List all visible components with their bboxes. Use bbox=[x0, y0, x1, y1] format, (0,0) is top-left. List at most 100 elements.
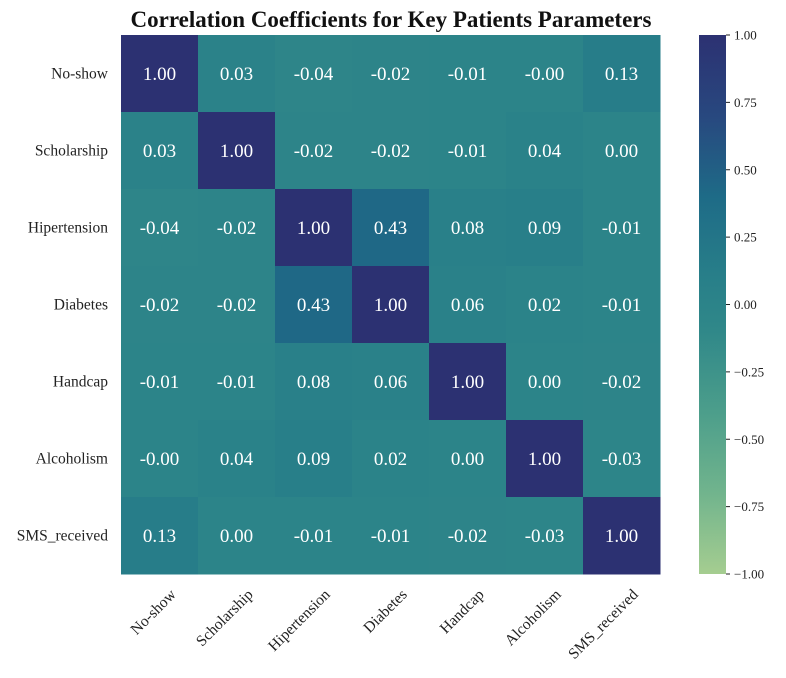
heatmap-cell bbox=[198, 112, 276, 190]
column-tick-label: No-show bbox=[127, 586, 180, 639]
cell-value-label: 0.09 bbox=[297, 449, 330, 470]
cell-value-label: -0.02 bbox=[371, 64, 411, 85]
cell-value-label: 0.04 bbox=[220, 449, 254, 470]
heatmap-cell bbox=[121, 420, 199, 498]
heatmap-cell bbox=[198, 266, 276, 344]
heatmap-cell bbox=[121, 112, 199, 190]
heatmap-cell bbox=[583, 343, 661, 421]
heatmap-cell bbox=[352, 343, 430, 421]
column-tick-label: Hipertension bbox=[265, 586, 334, 655]
cell-value-label: -0.02 bbox=[602, 372, 642, 393]
cell-value-label: 0.00 bbox=[220, 526, 253, 547]
cell-value-label: 0.00 bbox=[528, 372, 561, 393]
heatmap-cell bbox=[121, 35, 199, 113]
heatmap-cell bbox=[275, 112, 353, 190]
cell-value-label: -0.03 bbox=[602, 449, 642, 470]
cell-value-label: 0.08 bbox=[297, 372, 330, 393]
heatmap-cell bbox=[198, 497, 276, 575]
heatmap-cell bbox=[506, 112, 584, 190]
cell-value-label: -0.02 bbox=[294, 141, 334, 162]
colorbar: 1.00 0.75 0.50 0.25 0.00 −0.25 −0.50 −0.75 −1.00 bbox=[699, 28, 764, 582]
column-tick-label: Handcap bbox=[437, 586, 488, 637]
heatmap-cell bbox=[121, 189, 199, 267]
row-tick-label: Diabetes bbox=[54, 297, 108, 314]
heatmap-cell bbox=[352, 497, 430, 575]
heatmap-cell bbox=[506, 266, 584, 344]
heatmap-cell bbox=[352, 266, 430, 344]
row-tick-label: Hipertension bbox=[28, 220, 108, 237]
cell-value-label: -0.01 bbox=[294, 526, 334, 547]
heatmap-cell bbox=[275, 189, 353, 267]
colorbar-tick-label: −0.75 bbox=[734, 499, 764, 514]
cell-value-label: 1.00 bbox=[374, 295, 407, 316]
colorbar-tick-label: 0.50 bbox=[734, 162, 757, 177]
heatmap-cell bbox=[429, 266, 507, 344]
column-tick-label: Scholarship bbox=[193, 586, 257, 650]
cell-value-label: -0.00 bbox=[140, 449, 180, 470]
cell-value-label: -0.02 bbox=[217, 218, 257, 239]
heatmap-cell bbox=[583, 266, 661, 344]
colorbar-tick-label: −1.00 bbox=[734, 567, 764, 582]
cell-value-label: 0.06 bbox=[374, 372, 407, 393]
cell-value-label: 0.02 bbox=[528, 295, 561, 316]
cell-value-label: 1.00 bbox=[220, 141, 253, 162]
heatmap-cell bbox=[352, 189, 430, 267]
row-labels: No-show Scholarship Hipertension Diabetes Ha… bbox=[17, 66, 109, 545]
cell-value-label: 1.00 bbox=[297, 218, 330, 239]
cell-value-label: 0.43 bbox=[297, 295, 330, 316]
cell-value-label: -0.02 bbox=[371, 141, 411, 162]
heatmap-cell bbox=[429, 343, 507, 421]
colorbar-gradient bbox=[699, 35, 726, 574]
heatmap-cell bbox=[429, 189, 507, 267]
heatmap-cell bbox=[506, 420, 584, 498]
heatmap-cell bbox=[198, 189, 276, 267]
heatmap-cell bbox=[429, 497, 507, 575]
heatmap-cell bbox=[198, 343, 276, 421]
heatmap-cell bbox=[429, 112, 507, 190]
column-labels: No-show Scholarship Hipertension Diabetes Ha… bbox=[127, 586, 641, 663]
heatmap-cell bbox=[352, 112, 430, 190]
heatmap-cell bbox=[275, 35, 353, 113]
heatmap-cell bbox=[198, 35, 276, 113]
colorbar-tick-label: −0.50 bbox=[734, 432, 764, 447]
cell-value-label: -0.01 bbox=[602, 218, 642, 239]
cell-value-label: 0.00 bbox=[605, 141, 638, 162]
cell-value-label: 0.00 bbox=[451, 449, 484, 470]
heatmap-cell bbox=[198, 420, 276, 498]
heatmap-cell bbox=[121, 343, 199, 421]
heatmap-cell bbox=[506, 35, 584, 113]
cell-value-label: -0.01 bbox=[448, 64, 488, 85]
column-tick-label: Alcoholism bbox=[502, 586, 565, 649]
cell-value-label: -0.03 bbox=[525, 526, 565, 547]
heatmap-cell bbox=[506, 343, 584, 421]
cell-value-label: 0.03 bbox=[143, 141, 176, 162]
cell-value-label: 0.13 bbox=[143, 526, 176, 547]
cell-annotations: 1.00 0.03 -0.04 -0.02 -0.01 -0.00 0.13 0.03 1.00… bbox=[140, 64, 642, 547]
heatmap-cell bbox=[429, 420, 507, 498]
cell-value-label: 1.00 bbox=[143, 64, 176, 85]
cell-value-label: 0.04 bbox=[528, 141, 562, 162]
colorbar-tick-label: 0.75 bbox=[734, 95, 757, 110]
cell-value-label: -0.04 bbox=[294, 64, 334, 85]
cell-value-label: -0.00 bbox=[525, 64, 565, 85]
heatmap-cell bbox=[352, 420, 430, 498]
column-tick-label: SMS_received bbox=[565, 586, 642, 663]
colorbar-tick-label: −0.25 bbox=[734, 364, 764, 379]
heatmap-cell bbox=[275, 343, 353, 421]
heatmap-cell bbox=[275, 266, 353, 344]
heatmap-cell bbox=[583, 189, 661, 267]
column-tick-label: Diabetes bbox=[360, 586, 410, 636]
heatmap-cell bbox=[275, 420, 353, 498]
heatmap-cell bbox=[583, 420, 661, 498]
cell-value-label: 0.09 bbox=[528, 218, 561, 239]
cell-value-label: 0.13 bbox=[605, 64, 638, 85]
colorbar-tick-label: 0.25 bbox=[734, 230, 757, 245]
cell-value-label: -0.04 bbox=[140, 218, 180, 239]
cell-value-label: -0.02 bbox=[140, 295, 180, 316]
cell-value-label: 0.02 bbox=[374, 449, 407, 470]
heatmap-cells bbox=[121, 35, 661, 575]
colorbar-tick-label: 1.00 bbox=[734, 28, 757, 43]
row-tick-label: Handcap bbox=[53, 374, 108, 391]
heatmap-cell bbox=[275, 497, 353, 575]
